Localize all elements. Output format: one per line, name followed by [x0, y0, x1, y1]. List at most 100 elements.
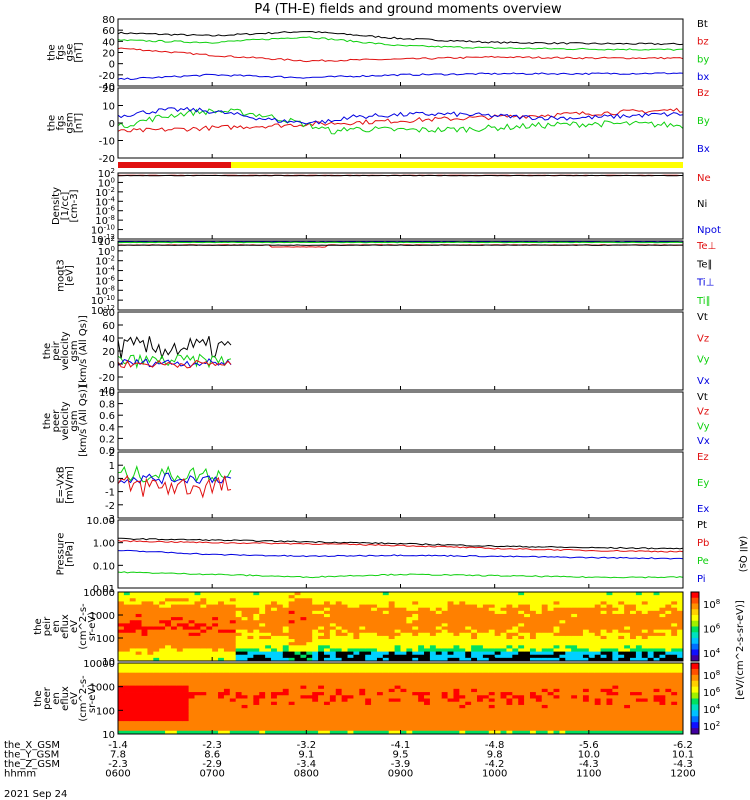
spectrogram-cell [265, 695, 272, 699]
spectrogram-cell [624, 645, 631, 649]
spectrogram-cell [235, 613, 242, 618]
spectrogram-cell [376, 708, 384, 712]
spectrogram-cell [241, 657, 248, 662]
spectrogram-cell [612, 645, 619, 649]
spectrogram-cell [612, 682, 619, 686]
spectrogram-cell [459, 651, 466, 656]
spectrogram-cell [647, 626, 654, 631]
spectrogram-cell [235, 620, 242, 624]
spectrogram-cell [188, 692, 195, 696]
spectrogram-cell [271, 685, 278, 690]
spectrogram-cell [524, 708, 531, 712]
spectrogram-cell [229, 648, 237, 652]
spectrogram-cell [400, 604, 407, 609]
spectrogram-cell [135, 607, 142, 612]
spectrogram-cell [512, 701, 519, 706]
spectrogram-cell [435, 695, 443, 699]
spectrogram-cell [247, 657, 254, 662]
spectrogram-cell [200, 669, 207, 674]
spectrogram-cell [618, 613, 625, 618]
spectrogram-cell [665, 695, 672, 699]
y-tick-label: 20 [102, 49, 115, 60]
spectrogram-cell [435, 714, 443, 719]
spectrogram-cell [494, 698, 501, 703]
spectrogram-cell [323, 620, 331, 624]
spectrogram-cell [359, 721, 366, 725]
spectrogram-cell [288, 714, 295, 719]
spectrogram-cell [353, 727, 360, 732]
spectrogram-cell [300, 645, 307, 649]
spectrogram-cell [477, 698, 484, 703]
spectrogram-cell [388, 704, 396, 709]
spectrogram-cell [335, 604, 343, 609]
spectrogram-cell [677, 663, 684, 667]
spectrogram-cell [671, 701, 678, 706]
spectrogram-cell [365, 698, 372, 703]
spectrogram-cell [447, 620, 454, 624]
spectrogram-cell [447, 651, 454, 656]
spectrogram-cell [494, 688, 501, 693]
spectrogram-cell [677, 610, 684, 615]
spectrogram-cell [541, 635, 549, 640]
spectrogram-cell [200, 721, 207, 725]
spectrogram-cell [388, 672, 396, 677]
spectrogram-cell [588, 672, 596, 677]
spectrogram-cell [318, 629, 325, 634]
spectrogram-cell [412, 714, 419, 719]
spectrogram-cell [477, 601, 484, 605]
spectrogram-cell [429, 623, 437, 627]
spectrogram-cell [571, 642, 578, 646]
spectrogram-cell [535, 695, 543, 699]
spectrogram-cell [512, 613, 519, 618]
y-tick-label: -2 [105, 501, 115, 512]
spectrogram-cell [265, 642, 272, 646]
spectrogram-cell [565, 682, 572, 686]
spectrogram-cell [223, 613, 231, 618]
spectrogram-cell [406, 711, 413, 716]
spectrogram-cell [306, 632, 313, 637]
spectrogram-cell [441, 708, 448, 712]
spectrogram-cell [376, 663, 384, 667]
spectrogram-cell [329, 666, 337, 670]
spectrogram-cell [388, 639, 396, 643]
spectrogram-cell [306, 645, 313, 649]
spectrogram-cell [565, 724, 572, 728]
spectrogram-cell [465, 598, 472, 602]
spectrogram-cell [488, 714, 496, 719]
spectrogram-cell [359, 642, 366, 646]
spectrogram-cell [147, 714, 154, 719]
spectrogram-cell [535, 623, 543, 627]
spectrogram-cell [624, 629, 631, 634]
spectrogram-cell [518, 604, 525, 609]
spectrogram-cell [477, 604, 484, 609]
spectrogram-cell [247, 727, 254, 732]
spectrogram-cell [200, 679, 207, 683]
y-tick-label: 0.10 [93, 561, 115, 572]
spectrogram-cell [341, 727, 348, 732]
spectrogram-cell [512, 711, 519, 716]
spectrogram-cell [147, 632, 154, 637]
spectrogram-cell [335, 730, 343, 735]
spectrogram-cell [341, 617, 348, 621]
spectrogram-cell [300, 610, 307, 615]
spectrogram-cell [565, 654, 572, 659]
spectrogram-cell [647, 598, 654, 602]
spectrogram-cell [630, 666, 637, 670]
spectrogram-cell [118, 663, 125, 667]
spectrogram-cell [441, 679, 448, 683]
spectrogram-cell [229, 610, 237, 615]
spectrogram-cell [247, 730, 254, 735]
spectrogram-cell [318, 685, 325, 690]
spectrogram-cell [465, 724, 472, 728]
spectrogram-cell [365, 724, 372, 728]
spectrogram-cell [206, 592, 213, 596]
y-tick-label: 10-6 [95, 274, 115, 287]
spectrogram-cell [206, 730, 213, 735]
spectrogram-cell [529, 695, 537, 699]
spectrogram-cell [200, 639, 207, 643]
spectrogram-cell [200, 675, 207, 680]
spectrogram-cell [600, 632, 607, 637]
spectrogram-cell [400, 711, 407, 716]
spectrogram-cell [188, 635, 195, 640]
spectrogram-cell [588, 675, 596, 680]
